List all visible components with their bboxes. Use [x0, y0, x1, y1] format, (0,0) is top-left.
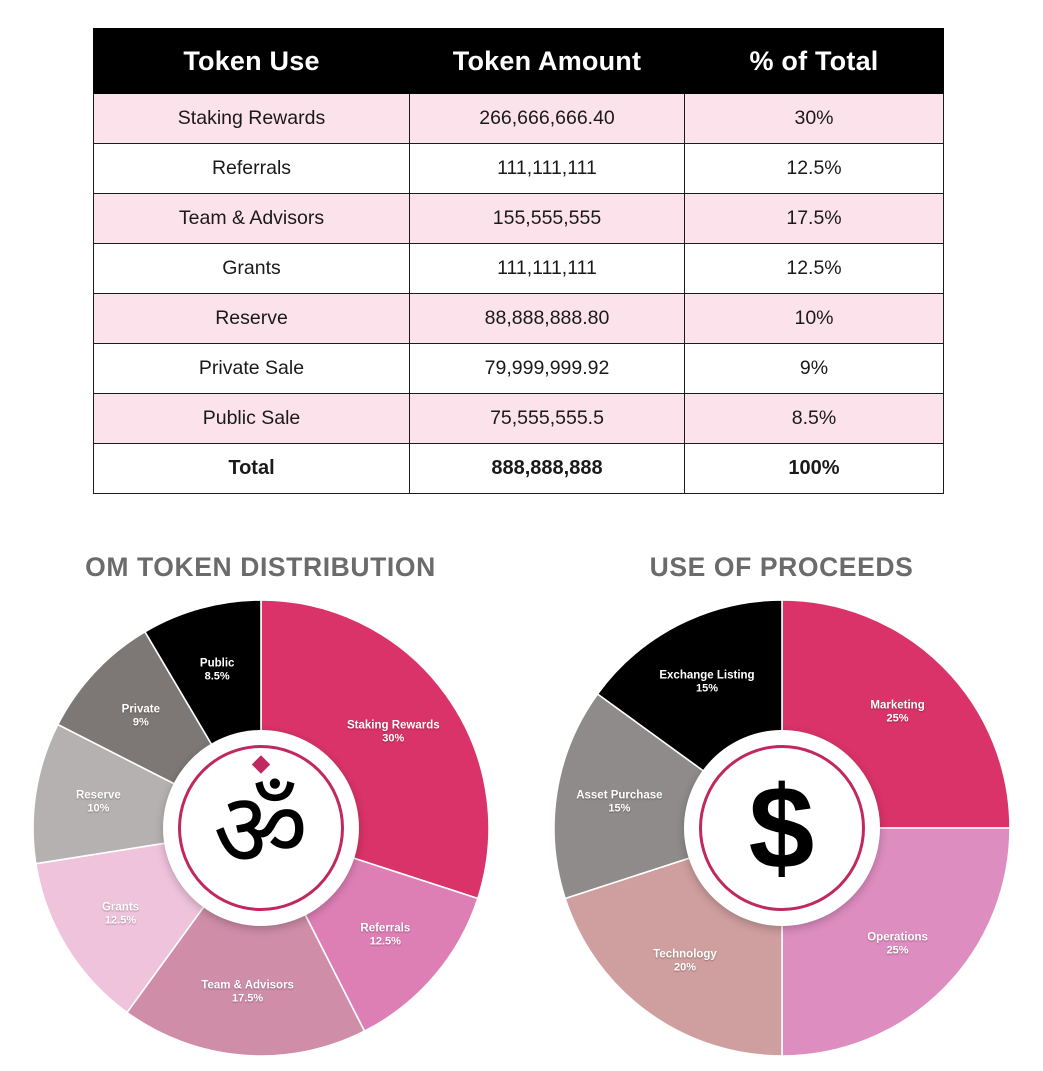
table-row: Staking Rewards 266,666,666.40 30% — [93, 93, 944, 144]
pie-slice[interactable] — [552, 692, 784, 900]
table-row: Referrals 111,111,111 12.5% — [93, 143, 944, 194]
center-ring — [177, 745, 344, 911]
table-row: Private Sale 79,999,999.92 9% — [93, 343, 944, 394]
cell-percent: 17.5% — [684, 193, 944, 244]
cell-token-amount: 75,555,555.5 — [409, 393, 685, 444]
cell-token-amount: 111,111,111 — [409, 243, 685, 294]
cell-percent: 12.5% — [684, 243, 944, 294]
chart-om-token-distribution: OM TOKEN DISTRIBUTION Staking Rewards 30%… — [0, 530, 521, 1071]
cell-percent: 100% — [684, 443, 944, 494]
cell-percent: 12.5% — [684, 143, 944, 194]
dollar-symbol-icon: $ — [748, 762, 815, 894]
table-header-row: Token Use Token Amount % of Total — [93, 28, 944, 94]
cell-token-use: Private Sale — [93, 343, 410, 394]
cell-token-amount: 88,888,888.80 — [409, 293, 685, 344]
cell-percent: 8.5% — [684, 393, 944, 444]
cell-token-amount: 79,999,999.92 — [409, 343, 685, 394]
cell-token-amount: 111,111,111 — [409, 143, 685, 194]
table-row: Public Sale 75,555,555.5 8.5% — [93, 393, 944, 444]
cell-token-amount: 155,555,555 — [409, 193, 685, 244]
table-header: Token Use Token Amount % of Total — [93, 28, 944, 94]
cell-token-use: Total — [93, 443, 410, 494]
token-allocation-table: Token Use Token Amount % of Total Stakin… — [93, 28, 944, 494]
cell-token-amount: 888,888,888 — [409, 443, 685, 494]
cell-token-use: Grants — [93, 243, 410, 294]
table-row: Reserve 88,888,888.80 10% — [93, 293, 944, 344]
pie-slice[interactable] — [125, 826, 366, 1057]
cell-token-use: Referrals — [93, 143, 410, 194]
om-symbol-icon: ॐ — [213, 769, 308, 891]
cell-token-use: Reserve — [93, 293, 410, 344]
cell-percent: 9% — [684, 343, 944, 394]
table-body: Staking Rewards 266,666,666.40 30% Refer… — [93, 93, 944, 494]
cell-token-use: Team & Advisors — [93, 193, 410, 244]
cell-percent: 30% — [684, 93, 944, 144]
chart-center-badge: $ — [683, 730, 880, 926]
table-row: Grants 111,111,111 12.5% — [93, 243, 944, 294]
table-row: Team & Advisors 155,555,555 17.5% — [93, 193, 944, 244]
chart-title: USE OF PROCEEDS — [649, 552, 914, 582]
pie-chart-area: Staking Rewards 30% Referrals 12.5% Team & A… — [31, 598, 491, 1058]
pie-chart-area: Marketing 25% Operations 25% Technology 20% As… — [552, 598, 1012, 1058]
cell-token-amount: 266,666,666.40 — [409, 93, 685, 144]
charts-section: OM TOKEN DISTRIBUTION Staking Rewards 30%… — [0, 530, 1043, 1071]
chart-use-of-proceeds: USE OF PROCEEDS Marketing 25% Operations 25… — [521, 530, 1042, 1071]
cell-percent: 10% — [684, 293, 944, 344]
token-allocation-table-wrapper: Token Use Token Amount % of Total Stakin… — [93, 28, 944, 494]
column-header-token-use: Token Use — [93, 28, 410, 94]
chart-center-badge: ॐ — [162, 730, 359, 926]
chart-title: OM TOKEN DISTRIBUTION — [85, 552, 436, 582]
cell-token-use: Public Sale — [93, 393, 410, 444]
cell-token-use: Staking Rewards — [93, 93, 410, 144]
center-ring — [698, 745, 865, 911]
table-row-total: Total 888,888,888 100% — [93, 443, 944, 494]
column-header-token-amount: Token Amount — [409, 28, 685, 94]
column-header-percent-total: % of Total — [684, 28, 944, 94]
